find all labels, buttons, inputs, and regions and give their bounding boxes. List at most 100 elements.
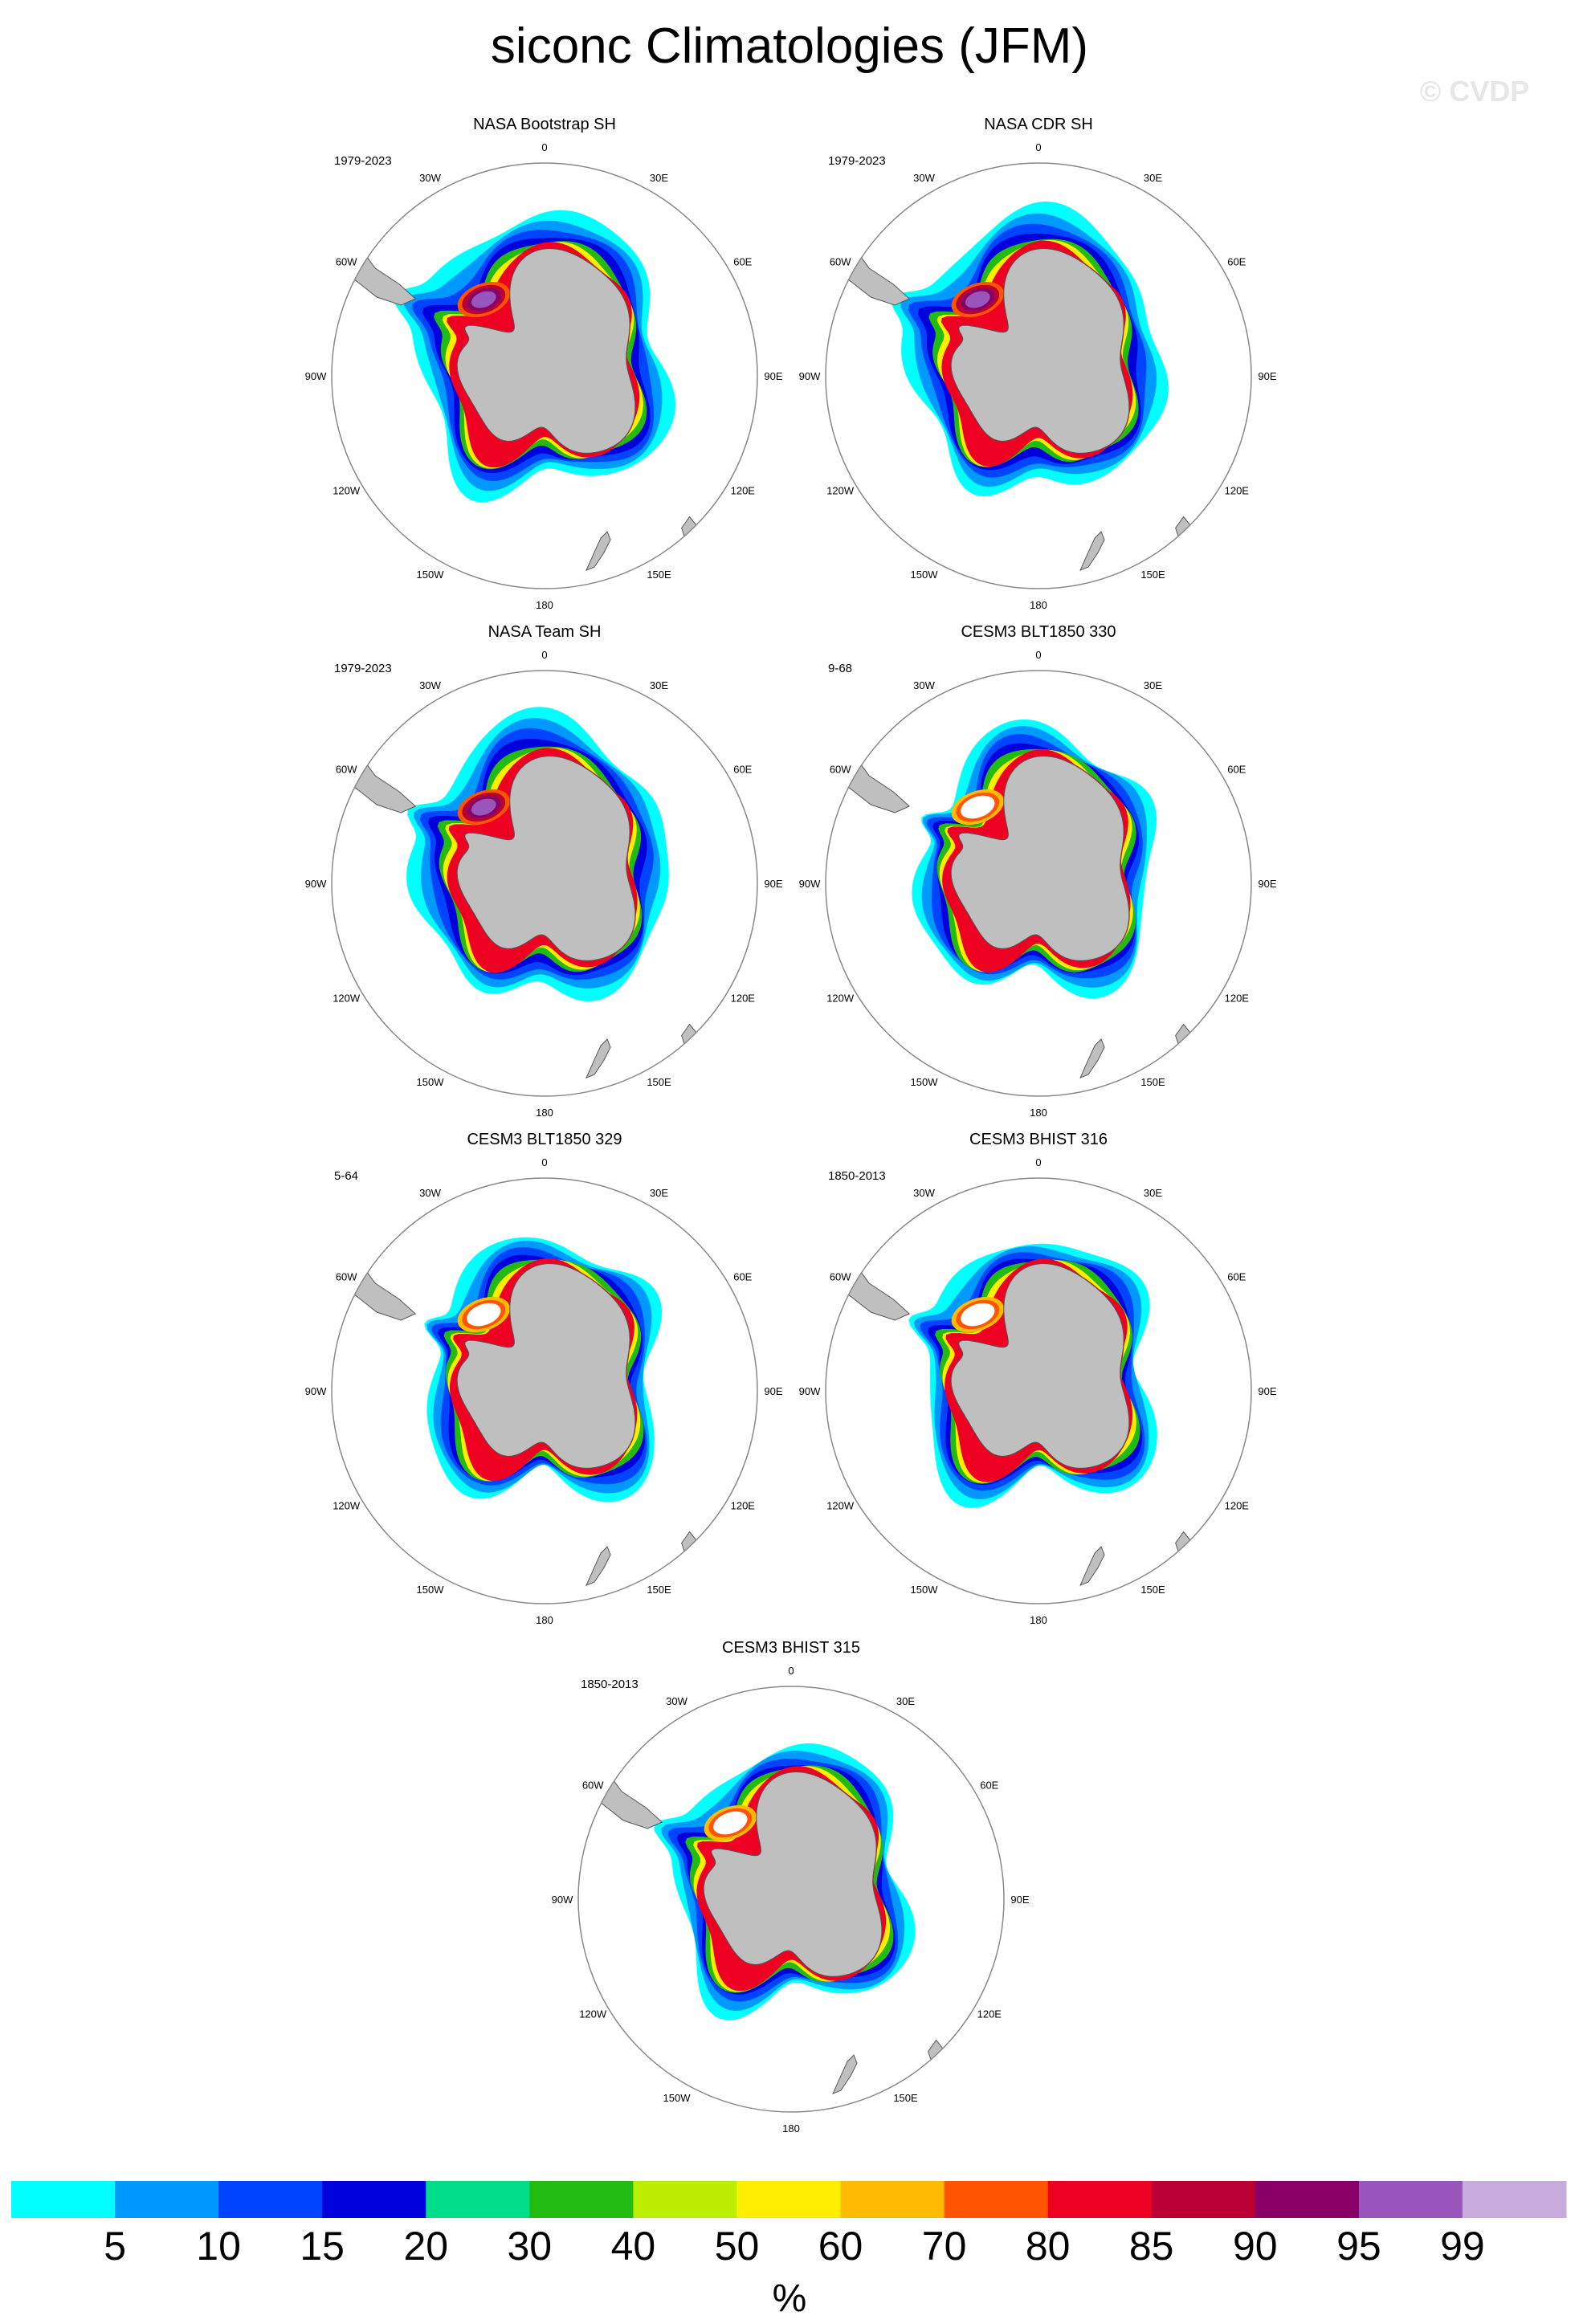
map-boundary-circle	[825, 1177, 1252, 1604]
longitude-label: 0	[541, 649, 547, 661]
longitude-label: 0	[1035, 649, 1041, 661]
longitude-label: 90W	[305, 370, 327, 382]
antarctica-land	[950, 1263, 1130, 1469]
longitude-label: 180	[536, 1107, 553, 1119]
map-panels: 0 30E 60E 90E 120E 150E 180 150W 120W 90W 60W 30W NA…	[305, 116, 1277, 2134]
longitude-label: 30E	[650, 679, 668, 691]
longitude-label: 30E	[896, 1695, 915, 1707]
new-zealand-land	[585, 531, 611, 572]
colorbar-level-label: 15	[300, 2224, 345, 2269]
map-panel: 0 30E 60E 90E 120E 150E 180 150W 120W 90W 60W 30W NA…	[305, 623, 783, 1119]
longitude-label: 30E	[1144, 679, 1162, 691]
south-america-land	[847, 1258, 911, 1321]
longitude-label: 60W	[830, 764, 851, 776]
longitude-label: 30W	[913, 172, 935, 184]
longitude-label: 180	[782, 2122, 800, 2134]
longitude-label: 60W	[336, 1271, 357, 1283]
colorbar-level-label: 80	[1026, 2224, 1071, 2269]
map-boundary-circle	[331, 1177, 758, 1604]
south-america-land	[353, 1258, 417, 1321]
longitude-label: 150E	[1140, 569, 1165, 581]
colorbar-level-label: 70	[922, 2224, 967, 2269]
colorbar-swatch	[944, 2181, 1049, 2218]
longitude-label: 120E	[731, 1500, 756, 1512]
longitude-label: 90E	[764, 1385, 782, 1397]
colorbar-swatch	[1047, 2181, 1153, 2218]
map-panel: 0 30E 60E 90E 120E 150E 180 150W 120W 90W 60W 30W CE…	[799, 623, 1277, 1119]
longitude-label: 120E	[1225, 993, 1250, 1005]
longitude-label: 150W	[911, 569, 939, 581]
longitude-label: 60E	[1227, 1271, 1246, 1283]
colorbar-level-label: 50	[715, 2224, 760, 2269]
colorbar-swatch	[529, 2181, 634, 2218]
colorbar-swatch	[633, 2181, 737, 2218]
longitude-label: 90W	[799, 878, 821, 890]
longitude-label: 60E	[980, 1780, 998, 1792]
longitude-label: 60E	[733, 1271, 752, 1283]
panel-title: NASA Team SH	[488, 623, 602, 641]
longitude-label: 90W	[552, 1894, 573, 1906]
sea-ice-high-concentration	[467, 1303, 501, 1327]
longitude-label: 30E	[650, 1187, 668, 1199]
panel-period: 1979-2023	[828, 154, 886, 168]
colorbar-swatch	[218, 2181, 323, 2218]
panel-period: 1979-2023	[334, 154, 392, 168]
sea-ice-high-concentration	[961, 1303, 995, 1327]
longitude-label: 180	[536, 1614, 553, 1626]
new-zealand-land	[1079, 1546, 1105, 1587]
longitude-label: 30W	[666, 1695, 687, 1707]
panel-title: CESM3 BLT1850 329	[467, 1131, 622, 1148]
longitude-label: 60W	[336, 256, 357, 268]
panel-title: CESM3 BHIST 316	[969, 1131, 1108, 1148]
map-panel: 0 30E 60E 90E 120E 150E 180 150W 120W 90W 60W 30W CE…	[552, 1639, 1030, 2134]
antarctica-land	[456, 756, 636, 961]
colorbar-swatch	[1462, 2181, 1567, 2218]
south-america-land	[353, 750, 417, 813]
new-zealand-land	[832, 2054, 858, 2095]
new-zealand-land	[585, 1546, 611, 1587]
longitude-label: 0	[788, 1665, 794, 1677]
longitude-label: 90E	[1258, 878, 1276, 890]
longitude-label: 150W	[911, 1076, 939, 1088]
longitude-label: 180	[1030, 1614, 1047, 1626]
longitude-label: 90E	[1258, 370, 1276, 382]
map-boundary-circle	[331, 670, 758, 1097]
longitude-label: 150W	[911, 1584, 939, 1596]
sea-ice-high-concentration	[713, 1811, 748, 1835]
longitude-label: 30W	[913, 679, 935, 691]
map-boundary-circle	[577, 1686, 1005, 2113]
longitude-label: 60W	[830, 256, 851, 268]
antarctica-land	[456, 248, 636, 454]
longitude-label: 30E	[1144, 1187, 1162, 1199]
map-panel: 0 30E 60E 90E 120E 150E 180 150W 120W 90W 60W 30W CE…	[305, 1131, 783, 1626]
longitude-label: 60W	[336, 764, 357, 776]
panel-period: 1979-2023	[334, 662, 392, 675]
panel-period: 1850-2013	[828, 1169, 886, 1183]
longitude-label: 90W	[799, 1385, 821, 1397]
longitude-label: 120E	[1225, 485, 1250, 497]
longitude-label: 60E	[733, 256, 752, 268]
longitude-label: 180	[536, 599, 553, 611]
colorbar-level-label: 10	[196, 2224, 241, 2269]
colorbar-level-label: 95	[1336, 2224, 1381, 2269]
longitude-label: 30W	[419, 1187, 441, 1199]
panel-period: 1850-2013	[581, 1678, 639, 1691]
south-america-land	[600, 1766, 663, 1829]
longitude-label: 120W	[826, 1500, 855, 1512]
watermark: © CVDP	[1420, 75, 1530, 108]
map-boundary-circle	[825, 670, 1252, 1097]
longitude-label: 180	[1030, 599, 1047, 611]
longitude-label: 90E	[1010, 1894, 1029, 1906]
map-panel: 0 30E 60E 90E 120E 150E 180 150W 120W 90W 60W 30W CE…	[799, 1131, 1277, 1626]
longitude-label: 60E	[1227, 764, 1246, 776]
longitude-label: 90E	[764, 370, 782, 382]
longitude-label: 0	[541, 1156, 547, 1168]
longitude-label: 120E	[1225, 1500, 1250, 1512]
new-zealand-land	[585, 1038, 611, 1079]
south-america-land	[353, 243, 417, 306]
longitude-label: 120E	[977, 2008, 1002, 2020]
longitude-label: 30W	[419, 172, 441, 184]
longitude-label: 90E	[764, 878, 782, 890]
new-zealand-land	[1079, 1038, 1105, 1079]
